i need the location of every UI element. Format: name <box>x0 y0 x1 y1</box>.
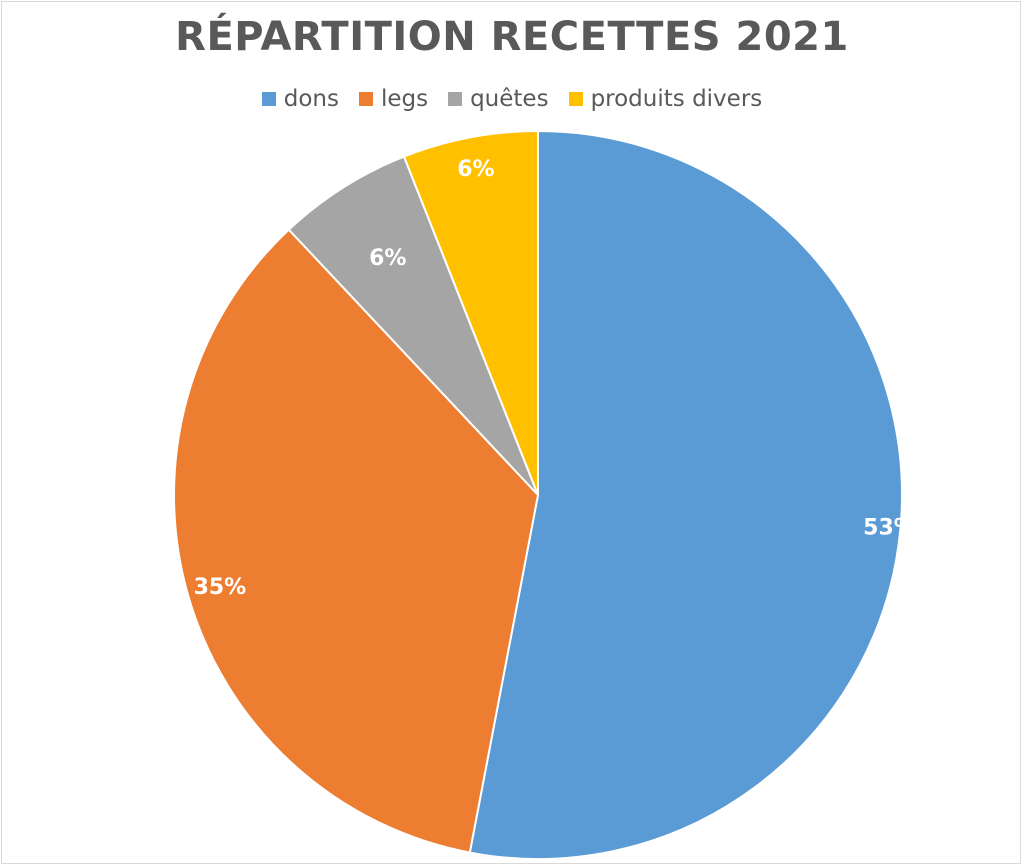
legend: dons legs quêtes produits divers <box>0 86 1024 112</box>
legend-label-produits-divers: produits divers <box>590 86 763 112</box>
pie-slice-dons <box>468 129 903 860</box>
pie-slice-quetes <box>287 155 539 496</box>
legend-label-legs: legs <box>380 86 429 112</box>
chart-title: RÉPARTITION RECETTES 2021 <box>175 14 849 60</box>
pie-slice-legs <box>173 228 540 854</box>
pie-slice-produits-divers <box>402 129 539 496</box>
legend-swatch-dons <box>261 92 276 106</box>
legend-item-produits-divers: produits divers <box>568 86 763 112</box>
legend-item-dons: dons <box>261 86 339 112</box>
legend-item-quetes: quêtes <box>448 86 549 112</box>
data-label-produits-divers: 6% <box>457 157 494 182</box>
legend-swatch-quetes <box>448 92 463 106</box>
data-label-quetes: 6% <box>369 246 406 271</box>
data-label-dons: 53% <box>863 516 916 541</box>
legend-item-legs: legs <box>358 86 429 112</box>
legend-label-dons: dons <box>283 86 339 112</box>
legend-swatch-legs <box>358 92 373 106</box>
legend-swatch-produits-divers <box>568 92 583 106</box>
data-label-legs: 35% <box>194 575 247 600</box>
legend-label-quetes: quêtes <box>470 86 549 112</box>
